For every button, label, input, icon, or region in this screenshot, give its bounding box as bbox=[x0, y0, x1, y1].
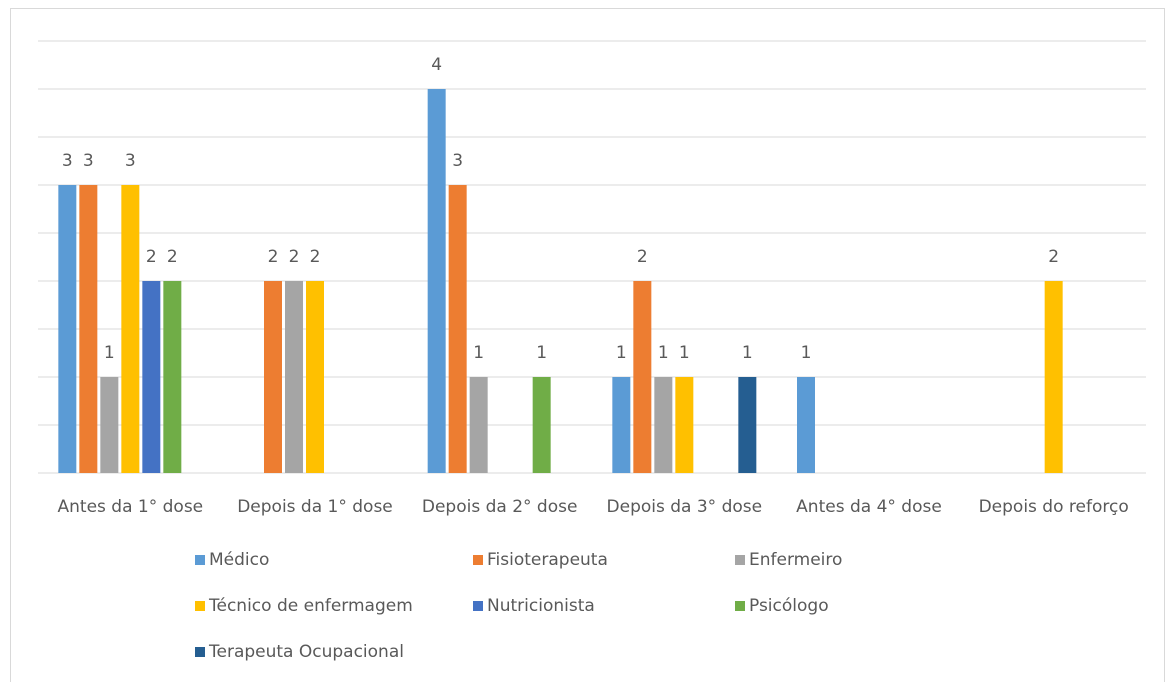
bar bbox=[79, 185, 98, 473]
bar bbox=[1044, 281, 1063, 473]
bar bbox=[654, 377, 673, 473]
legend-swatch bbox=[473, 555, 483, 565]
bar bbox=[797, 377, 815, 473]
bar bbox=[58, 185, 77, 473]
legend-swatch bbox=[195, 647, 205, 657]
data-label: 1 bbox=[104, 343, 115, 363]
legend-label: Enfermeiro bbox=[749, 550, 842, 570]
bar bbox=[285, 281, 303, 473]
x-tick-label: Depois do reforço bbox=[979, 497, 1129, 517]
data-label: 2 bbox=[167, 247, 178, 267]
bar bbox=[306, 281, 324, 473]
data-label: 2 bbox=[268, 247, 279, 267]
data-label: 1 bbox=[536, 343, 547, 363]
legend-swatch bbox=[195, 555, 205, 565]
data-label: 1 bbox=[658, 343, 669, 363]
bar bbox=[448, 185, 467, 473]
x-tick-label: Antes da 4° dose bbox=[796, 497, 942, 517]
bar bbox=[264, 281, 282, 473]
legend-label: Médico bbox=[209, 550, 269, 570]
data-label: 2 bbox=[637, 247, 648, 267]
x-tick-label: Antes da 1° dose bbox=[58, 497, 204, 517]
x-tick-label: Depois da 3° dose bbox=[607, 497, 763, 517]
legend-label: Terapeuta Ocupacional bbox=[208, 642, 404, 662]
legend-swatch bbox=[735, 601, 745, 611]
bar bbox=[121, 185, 140, 473]
data-label: 1 bbox=[679, 343, 690, 363]
bar bbox=[427, 89, 446, 473]
chart-frame bbox=[10, 8, 1165, 682]
data-label: 1 bbox=[473, 343, 484, 363]
data-label: 2 bbox=[146, 247, 157, 267]
bar bbox=[633, 281, 652, 473]
legend-swatch bbox=[735, 555, 745, 565]
data-label: 3 bbox=[452, 151, 463, 171]
legend-label: Nutricionista bbox=[487, 596, 595, 616]
bar bbox=[612, 377, 631, 473]
data-label: 3 bbox=[62, 151, 73, 171]
data-label: 4 bbox=[431, 55, 442, 75]
legend-swatch bbox=[195, 601, 205, 611]
data-label: 3 bbox=[125, 151, 136, 171]
bar bbox=[142, 281, 161, 473]
data-label: 1 bbox=[742, 343, 753, 363]
data-label: 1 bbox=[616, 343, 627, 363]
legend-label: Técnico de enfermagem bbox=[208, 596, 413, 616]
data-label: 3 bbox=[83, 151, 94, 171]
bar bbox=[675, 377, 694, 473]
legend-label: Fisioterapeuta bbox=[487, 550, 608, 570]
bar bbox=[532, 377, 551, 473]
legend-swatch bbox=[473, 601, 483, 611]
bar bbox=[163, 281, 182, 473]
data-label: 2 bbox=[1048, 247, 1059, 267]
x-tick-label: Depois da 1° dose bbox=[237, 497, 393, 517]
data-label: 2 bbox=[289, 247, 300, 267]
bar bbox=[738, 377, 757, 473]
x-tick-label: Depois da 2° dose bbox=[422, 497, 578, 517]
legend-label: Psicólogo bbox=[749, 596, 829, 616]
data-label: 1 bbox=[801, 343, 812, 363]
bar bbox=[100, 377, 119, 473]
bar bbox=[469, 377, 488, 473]
data-label: 2 bbox=[310, 247, 321, 267]
